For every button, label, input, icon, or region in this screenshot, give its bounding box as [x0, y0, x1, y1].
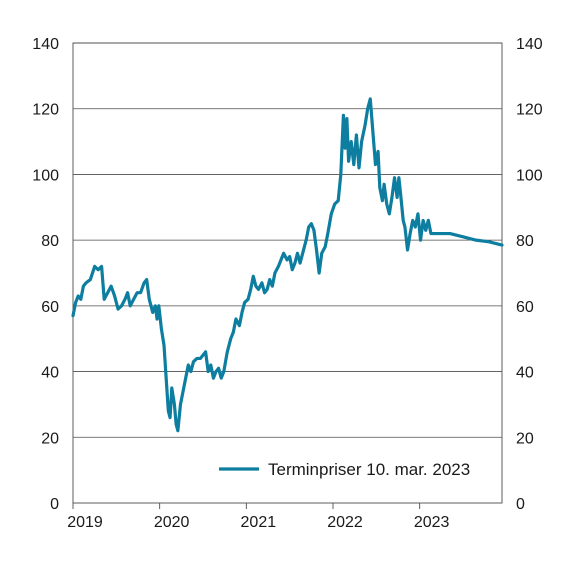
- y-tick-label-right: 100: [516, 167, 543, 184]
- x-tick-label-2022: 2022: [327, 514, 363, 531]
- y-tick-label-left: 40: [41, 365, 59, 382]
- y-tick-label-left: 100: [32, 167, 59, 184]
- right-y-axis: 0 20 40 60 80 100 120 140: [516, 36, 543, 513]
- x-axis: 2019 2020 2021 2022 2023: [67, 503, 450, 531]
- y-tick-label-right: 40: [516, 365, 534, 382]
- y-tick-label-right: 80: [516, 233, 534, 250]
- y-tick-label-right: 140: [516, 36, 543, 53]
- y-tick-label-left: 0: [50, 496, 59, 513]
- gridlines: [73, 42, 502, 438]
- x-tick-label-2021: 2021: [241, 514, 277, 531]
- y-tick-label-left: 60: [41, 299, 59, 316]
- y-tick-label-left: 20: [41, 430, 59, 447]
- y-tick-label-right: 60: [516, 299, 534, 316]
- x-tick-label-2023: 2023: [414, 514, 450, 531]
- x-tick-label-2020: 2020: [154, 514, 190, 531]
- y-tick-label-right: 0: [516, 496, 525, 513]
- plot-frame: [72, 42, 503, 504]
- x-tick-label-2019: 2019: [67, 514, 103, 531]
- y-tick-label-right: 120: [516, 102, 543, 119]
- y-tick-label-left: 80: [41, 233, 59, 250]
- y-tick-label-right: 20: [516, 430, 534, 447]
- left-y-axis: 0 20 40 60 80 100 120 140: [32, 36, 59, 513]
- series-line-0: [71, 97, 504, 433]
- y-tick-label-left: 120: [32, 102, 59, 119]
- series-layer: [71, 97, 504, 433]
- legend-label: Terminpriser 10. mar. 2023: [268, 460, 470, 479]
- legend: Terminpriser 10. mar. 2023: [219, 460, 470, 479]
- y-tick-label-left: 140: [32, 36, 59, 53]
